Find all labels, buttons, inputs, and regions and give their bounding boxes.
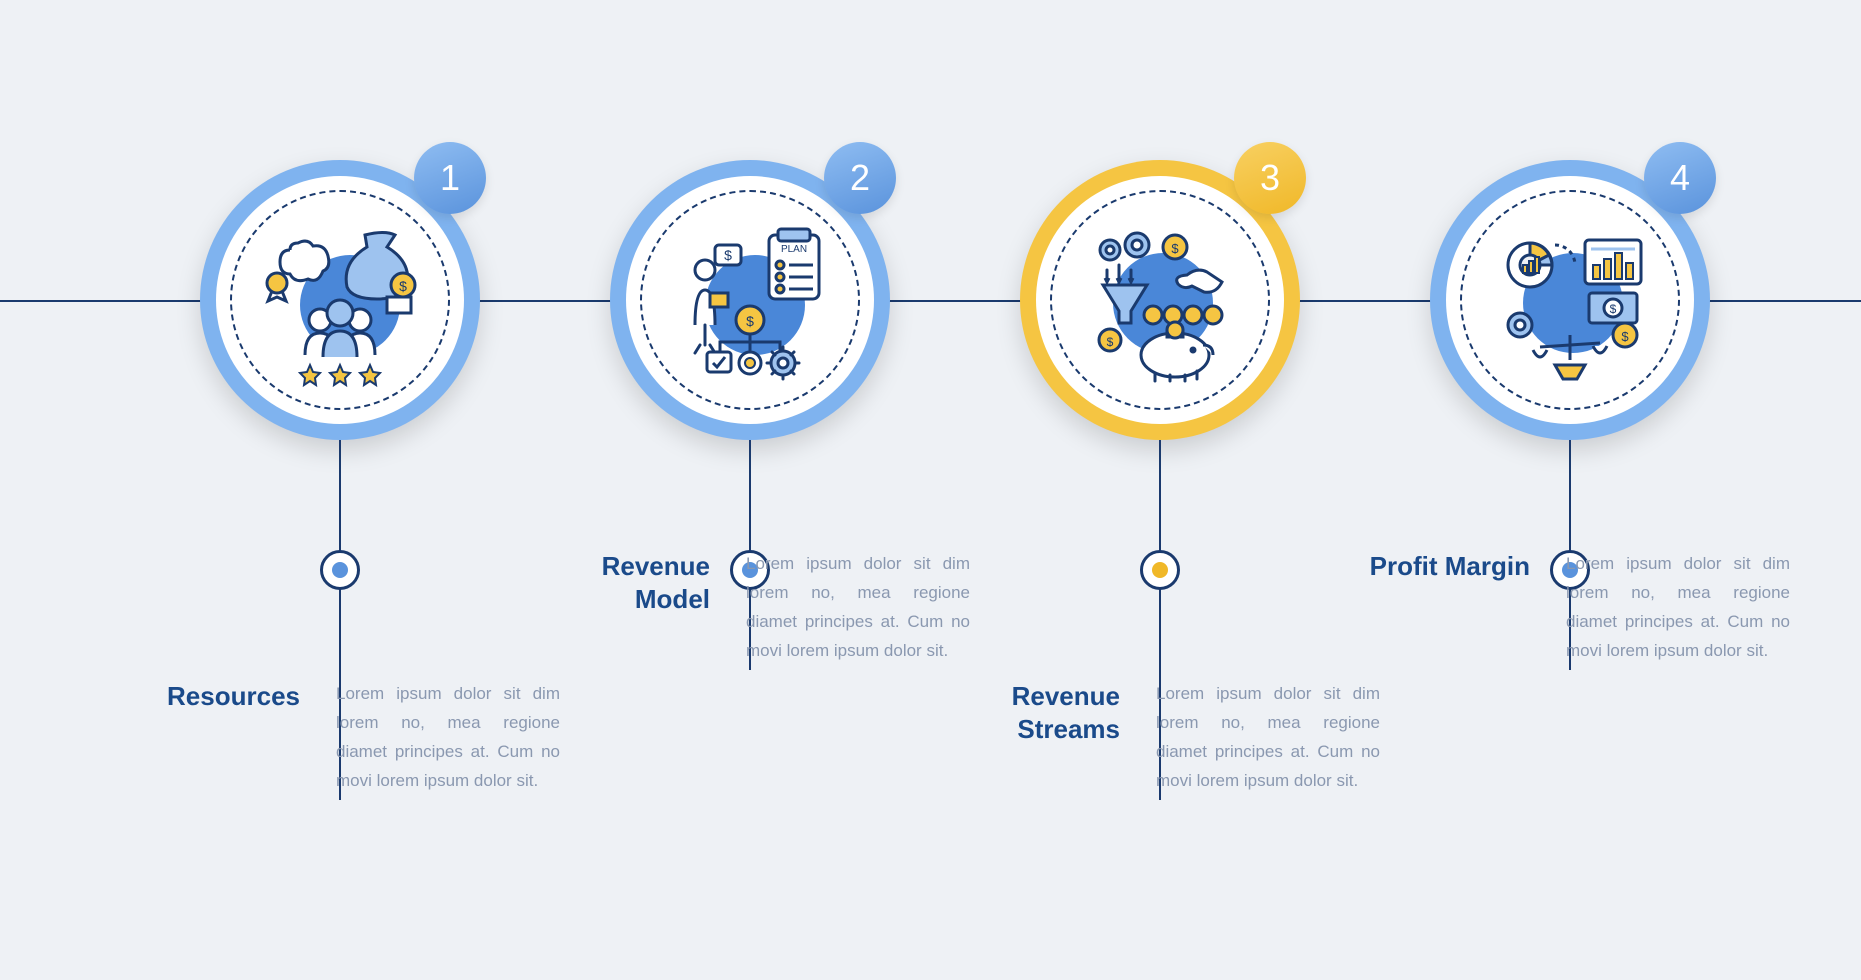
- step-body: Lorem ipsum dolor sit dim lorem no, mea …: [1548, 550, 1790, 666]
- step-title: Profit Margin: [1350, 550, 1548, 666]
- step-text-block: Revenue Model Lorem ipsum dolor sit dim …: [530, 550, 970, 666]
- svg-text:$: $: [1171, 241, 1179, 256]
- step-body: Lorem ipsum dolor sit dim lorem no, mea …: [318, 680, 560, 796]
- step-circle: $ PLAN $: [610, 160, 890, 440]
- step-2: $ PLAN $: [530, 160, 970, 440]
- step-text-block: Resources Lorem ipsum dolor sit dim lore…: [120, 680, 560, 796]
- svg-text:$: $: [1621, 329, 1629, 344]
- step-body: Lorem ipsum dolor sit dim lorem no, mea …: [728, 550, 970, 666]
- step-text-block: Revenue Streams Lorem ipsum dolor sit di…: [940, 680, 1380, 796]
- svg-text:PLAN: PLAN: [781, 244, 807, 255]
- profit-margin-icon: $ $: [1480, 210, 1660, 390]
- svg-text:$: $: [1610, 302, 1617, 316]
- svg-text:$: $: [1107, 335, 1114, 349]
- step-circle: $ 1: [200, 160, 480, 440]
- step-body: Lorem ipsum dolor sit dim lorem no, mea …: [1138, 680, 1380, 796]
- step-number-badge: 2: [824, 142, 896, 214]
- step-number: 2: [850, 157, 870, 199]
- svg-text:$: $: [746, 313, 754, 329]
- step-title: Revenue Streams: [940, 680, 1138, 796]
- step-text-block: Profit Margin Lorem ipsum dolor sit dim …: [1350, 550, 1790, 666]
- revenue-streams-icon: $ $: [1070, 210, 1250, 390]
- step-title: Revenue Model: [530, 550, 728, 666]
- step-3: $ $: [940, 160, 1380, 440]
- step-number-badge: 3: [1234, 142, 1306, 214]
- svg-text:$: $: [724, 247, 732, 263]
- step-circle: $ $: [1020, 160, 1300, 440]
- step-number: 1: [440, 157, 460, 199]
- svg-text:$: $: [399, 278, 407, 294]
- dot-inner: [332, 562, 348, 578]
- connector-dot: [320, 550, 360, 590]
- step-1: $ 1 Re: [120, 160, 560, 440]
- step-4: $ $ 4 Profit Margin Lorem ipsum dolor si…: [1350, 160, 1790, 440]
- step-number-badge: 4: [1644, 142, 1716, 214]
- connector-dot: [1140, 550, 1180, 590]
- step-title: Resources: [120, 680, 318, 796]
- step-number: 4: [1670, 157, 1690, 199]
- revenue-model-icon: $ PLAN $: [660, 210, 840, 390]
- step-number-badge: 1: [414, 142, 486, 214]
- dot-inner: [1152, 562, 1168, 578]
- step-number: 3: [1260, 157, 1280, 199]
- step-circle: $ $ 4: [1430, 160, 1710, 440]
- resources-icon: $: [250, 210, 430, 390]
